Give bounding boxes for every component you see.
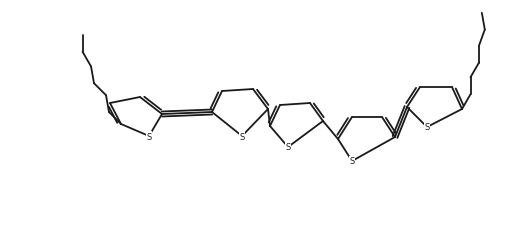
- Text: S: S: [146, 132, 151, 141]
- Text: S: S: [286, 143, 291, 152]
- Text: S: S: [424, 123, 430, 132]
- Text: S: S: [349, 157, 354, 166]
- Text: S: S: [240, 132, 245, 141]
